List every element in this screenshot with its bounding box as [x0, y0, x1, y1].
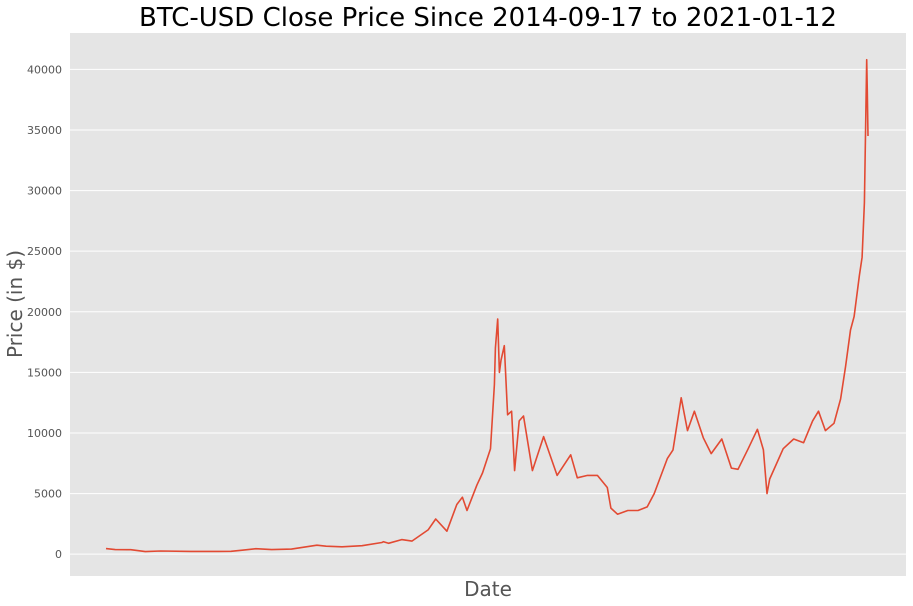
y-tick-label: 25000: [27, 245, 62, 258]
y-tick-label: 5000: [34, 488, 62, 501]
y-tick-labels: 0 5000 10000 15000 20000 25000 30000 35000 40000: [27, 63, 62, 561]
y-tick-label: 35000: [27, 124, 62, 137]
y-tick-label: 40000: [27, 63, 62, 76]
plot-background: [70, 33, 906, 576]
y-tick-label: 0: [55, 548, 62, 561]
y-tick-label: 15000: [27, 366, 62, 379]
chart-title: BTC-USD Close Price Since 2014-09-17 to …: [139, 3, 837, 33]
y-tick-label: 10000: [27, 427, 62, 440]
y-axis-label: Price (in $): [3, 250, 27, 358]
y-tick-label: 30000: [27, 185, 62, 198]
y-gridlines: [70, 68, 906, 555]
x-axis-label: Date: [464, 577, 512, 601]
btc-close-price-line: [105, 58, 869, 553]
y-tick-label: 20000: [27, 306, 62, 319]
